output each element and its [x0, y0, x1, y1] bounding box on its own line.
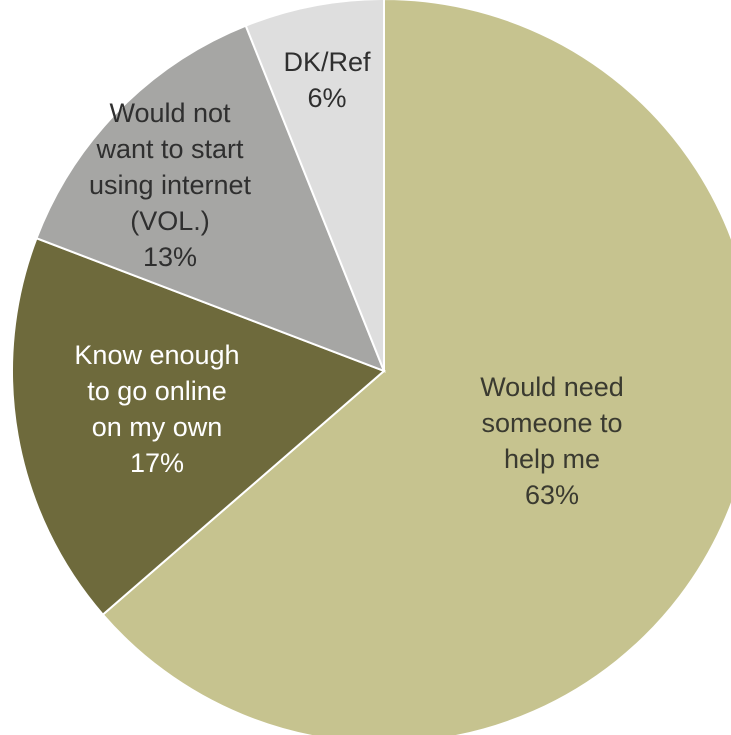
slice-label-4: DK/Ref 6% — [283, 47, 371, 113]
slice-label-2: Know enough to go online on my own 17% — [74, 340, 239, 478]
slice-label-line: help me — [504, 444, 600, 474]
slice-label-line: using internet — [89, 170, 252, 200]
slice-label-line: Would need — [480, 372, 624, 402]
slice-label-line: Know enough — [74, 340, 239, 370]
pie-labels: Would need someone to help me 63% Know enoug… — [74, 47, 623, 510]
slice-label-line: to go online — [87, 376, 227, 406]
slice-label-line: Would not — [109, 98, 231, 128]
slice-label-line: DK/Ref — [283, 47, 371, 77]
slice-value-label: 17% — [130, 448, 184, 478]
slice-value-label: 6% — [307, 83, 346, 113]
slice-value-label: 63% — [525, 480, 579, 510]
slice-label-line: want to start — [95, 134, 244, 164]
slice-label-3: Would not want to start using internet (VOL… — [89, 98, 252, 272]
slice-value-label: 13% — [143, 242, 197, 272]
pie-slice-2 — [11, 236, 386, 617]
pie-slice-3 — [35, 24, 386, 373]
slice-label-line: someone to — [481, 408, 622, 438]
slice-label-line: on my own — [92, 412, 223, 442]
slice-label-line: (VOL.) — [130, 206, 210, 236]
pie-slice-4 — [244, 0, 385, 372]
pie-slice-1 — [101, 0, 731, 735]
pie-slices — [11, 0, 731, 735]
slice-label-1: Would need someone to help me 63% — [480, 372, 624, 510]
